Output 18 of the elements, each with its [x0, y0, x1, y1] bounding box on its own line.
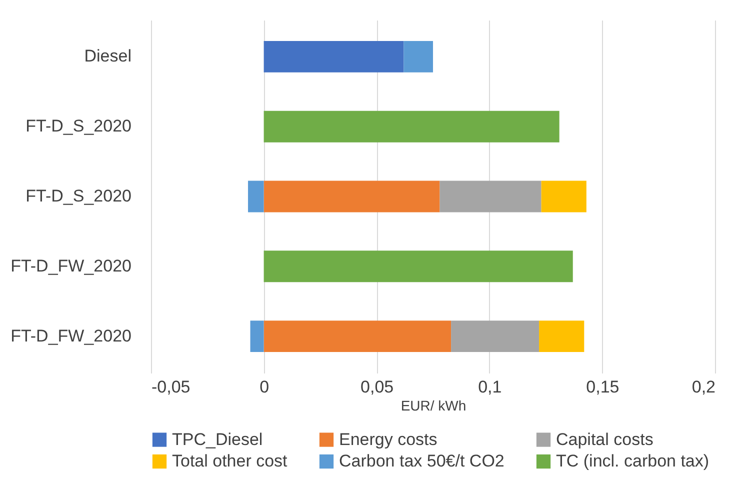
legend-label: TC (incl. carbon tax)	[556, 452, 710, 470]
x-tick-label: 0,1	[478, 378, 502, 396]
legend-label: Carbon tax 50€/t CO2	[339, 452, 504, 470]
x-axis-title: EUR/ kWh	[400, 398, 466, 414]
legend-label: Energy costs	[339, 430, 438, 449]
x-tick-label: 0	[260, 378, 270, 396]
y-tick-label: FT-D_FW_2020	[10, 256, 132, 276]
y-tick-label: Diesel	[84, 46, 132, 66]
x-tick-label: -0,05	[152, 378, 190, 396]
legend-label: Capital costs	[556, 430, 654, 449]
x-tick-label: 0,05	[360, 378, 394, 396]
x-tick-label: 0,15	[586, 378, 620, 396]
legend-label: TPC_Diesel	[172, 430, 263, 449]
y-tick-label: FT-D_S_2020	[26, 186, 132, 206]
x-tick-label: 0,2	[692, 378, 716, 396]
legend-label: Total other cost	[172, 452, 288, 470]
y-tick-label: FT-D_S_2020	[26, 116, 132, 136]
y-tick-label: FT-D_FW_2020	[10, 326, 132, 346]
